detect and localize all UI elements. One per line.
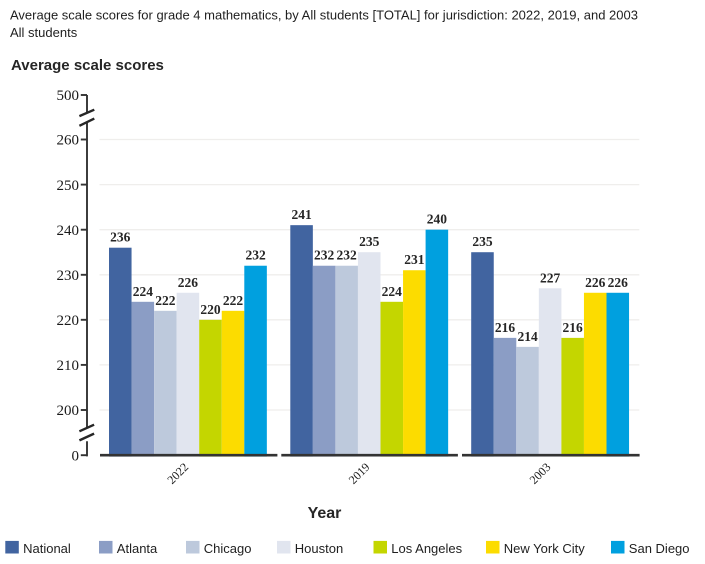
svg-text:220: 220 [57, 313, 80, 329]
svg-text:240: 240 [427, 212, 448, 227]
svg-text:241: 241 [291, 207, 312, 222]
svg-text:222: 222 [155, 293, 176, 308]
svg-text:240: 240 [57, 223, 80, 239]
svg-text:0: 0 [72, 448, 80, 464]
svg-text:236: 236 [110, 230, 131, 245]
svg-text:Average scale scores for grade: Average scale scores for grade 4 mathema… [10, 8, 638, 23]
svg-text:Year: Year [308, 505, 342, 522]
svg-text:220: 220 [200, 302, 221, 317]
svg-text:232: 232 [314, 248, 335, 263]
svg-text:235: 235 [472, 234, 493, 249]
svg-text:232: 232 [337, 248, 358, 263]
svg-text:200: 200 [57, 403, 80, 419]
svg-text:Average scale scores: Average scale scores [11, 57, 164, 74]
svg-text:224: 224 [382, 284, 403, 299]
svg-text:260: 260 [57, 133, 80, 149]
svg-text:226: 226 [608, 275, 629, 290]
svg-text:210: 210 [57, 358, 80, 374]
svg-text:214: 214 [517, 329, 538, 344]
svg-text:250: 250 [57, 178, 80, 194]
svg-text:216: 216 [495, 320, 516, 335]
svg-text:New York City: New York City [504, 541, 585, 556]
svg-text:Atlanta: Atlanta [117, 541, 158, 556]
svg-text:500: 500 [57, 88, 80, 104]
svg-text:235: 235 [359, 234, 380, 249]
svg-text:227: 227 [540, 270, 561, 285]
svg-text:Houston: Houston [295, 541, 343, 556]
svg-text:222: 222 [223, 293, 244, 308]
svg-text:226: 226 [585, 275, 606, 290]
svg-text:224: 224 [133, 284, 154, 299]
svg-text:San Diego: San Diego [629, 541, 690, 556]
svg-text:All students: All students [10, 25, 78, 40]
svg-text:231: 231 [404, 252, 425, 267]
svg-text:232: 232 [245, 248, 266, 263]
svg-text:Chicago: Chicago [204, 541, 252, 556]
svg-text:Los Angeles: Los Angeles [391, 541, 462, 556]
svg-text:216: 216 [563, 320, 584, 335]
svg-text:230: 230 [57, 268, 80, 284]
svg-text:National: National [23, 541, 71, 556]
svg-text:226: 226 [178, 275, 199, 290]
